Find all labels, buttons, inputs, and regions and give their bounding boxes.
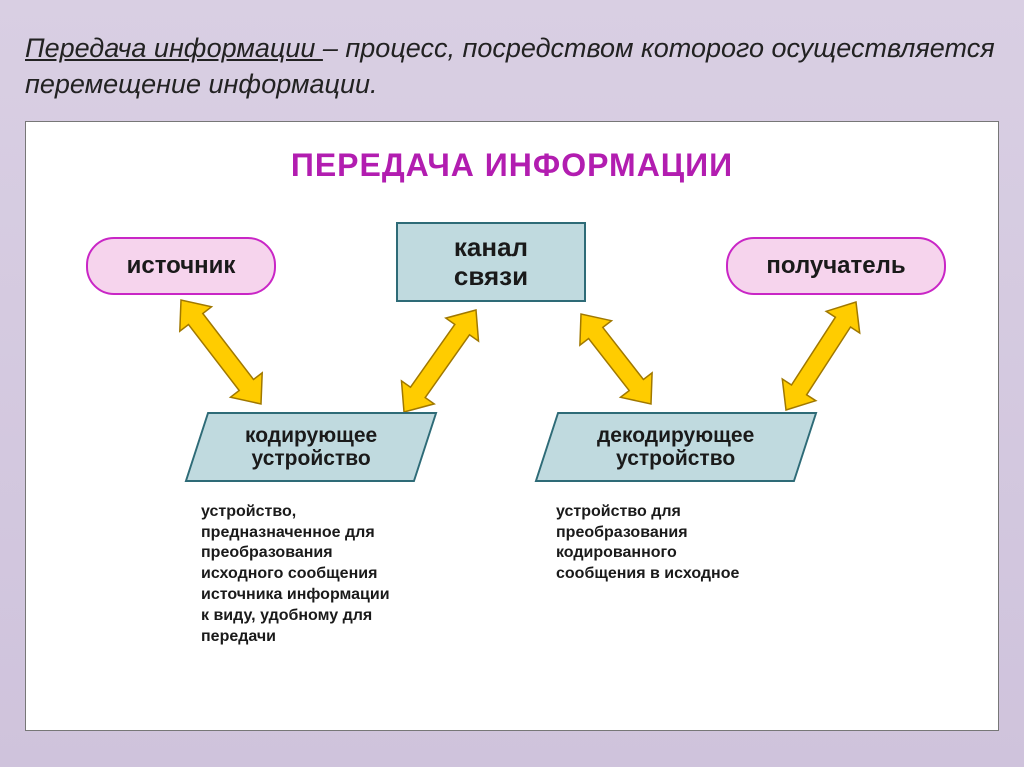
node-source: источник <box>86 237 276 295</box>
diagram-container: ПЕРЕДАЧА ИНФОРМАЦИИ источник каналсвязи … <box>25 121 999 731</box>
node-channel: каналсвязи <box>396 222 586 302</box>
node-encoder-label: кодирующееустройство <box>245 424 377 470</box>
node-source-label: источник <box>127 252 236 280</box>
node-decoder: декодирующееустройство <box>535 412 818 482</box>
node-encoder: кодирующееустройство <box>185 412 438 482</box>
slide: Передача информации – процесс, посредств… <box>0 0 1024 767</box>
heading-term: Передача информации <box>25 33 323 63</box>
desc-decoder: устройство дляпреобразованиякодированног… <box>556 502 786 585</box>
diagram-title: ПЕРЕДАЧА ИНФОРМАЦИИ <box>26 147 998 184</box>
arrows-layer <box>26 122 998 730</box>
desc-encoder: устройство,предназначенное дляпреобразов… <box>201 502 441 648</box>
node-receiver: получатель <box>726 237 946 295</box>
node-receiver-label: получатель <box>766 252 905 280</box>
node-channel-label: каналсвязи <box>454 233 528 290</box>
node-decoder-label: декодирующееустройство <box>597 424 754 470</box>
slide-heading: Передача информации – процесс, посредств… <box>25 30 999 103</box>
